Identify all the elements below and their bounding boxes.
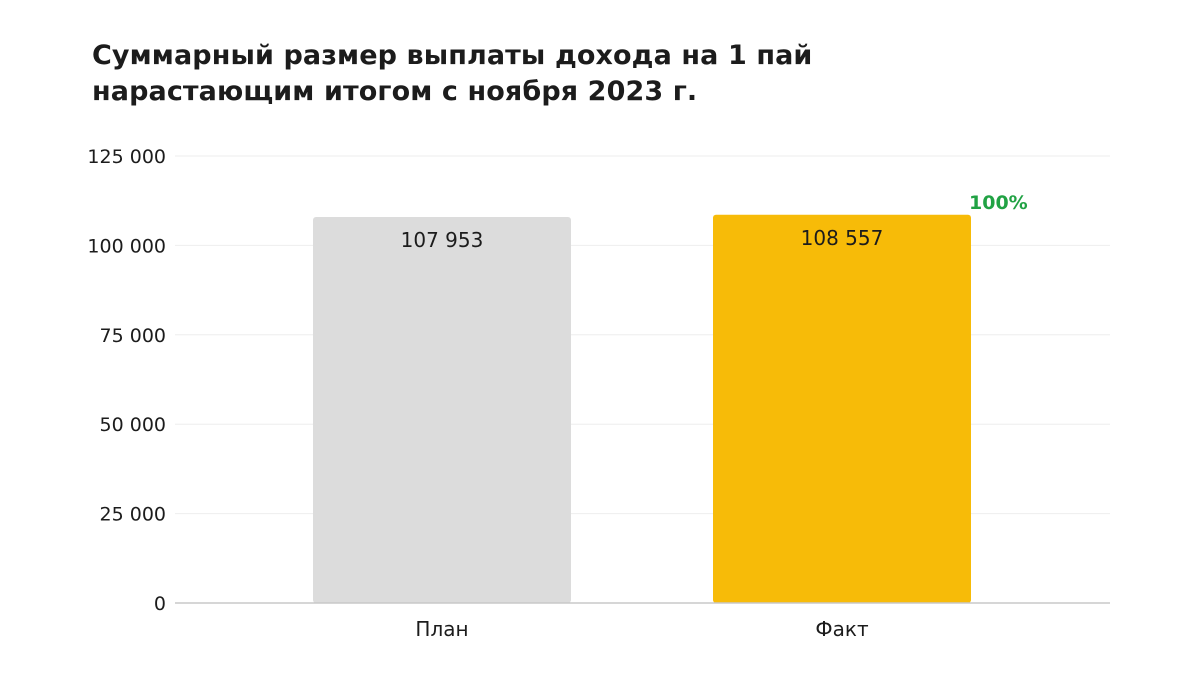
bars [313,214,971,603]
percent-annotation: 100% [969,192,1028,214]
bar-value-label: 107 953 [401,228,484,252]
x-tick-label: Факт [815,617,869,641]
bar-value-label: 108 557 [801,226,884,250]
chart-title-line-2: нарастающим итогом с ноября 2023 г. [92,76,698,107]
y-tick-label: 50 000 [100,414,166,436]
x-tick-label: План [415,617,468,641]
labels: 107 953 План 108 557 Факт 100% [401,192,1028,641]
chart-title-line-1: Суммарный размер выплаты дохода на 1 пай [92,40,813,71]
y-tick-label: 0 [154,593,166,615]
y-tick-label: 100 000 [87,235,166,257]
y-tick-label: 25 000 [100,504,166,526]
bar-plan [313,216,571,603]
chart-title: Суммарный размер выплаты дохода на 1 пай… [92,38,1072,110]
y-axis-tick-labels: 0 25 000 50 000 75 000 100 000 125 000 [87,146,166,615]
bar-fact [713,214,971,603]
y-tick-label: 75 000 [100,325,166,347]
y-tick-label: 125 000 [87,146,166,168]
